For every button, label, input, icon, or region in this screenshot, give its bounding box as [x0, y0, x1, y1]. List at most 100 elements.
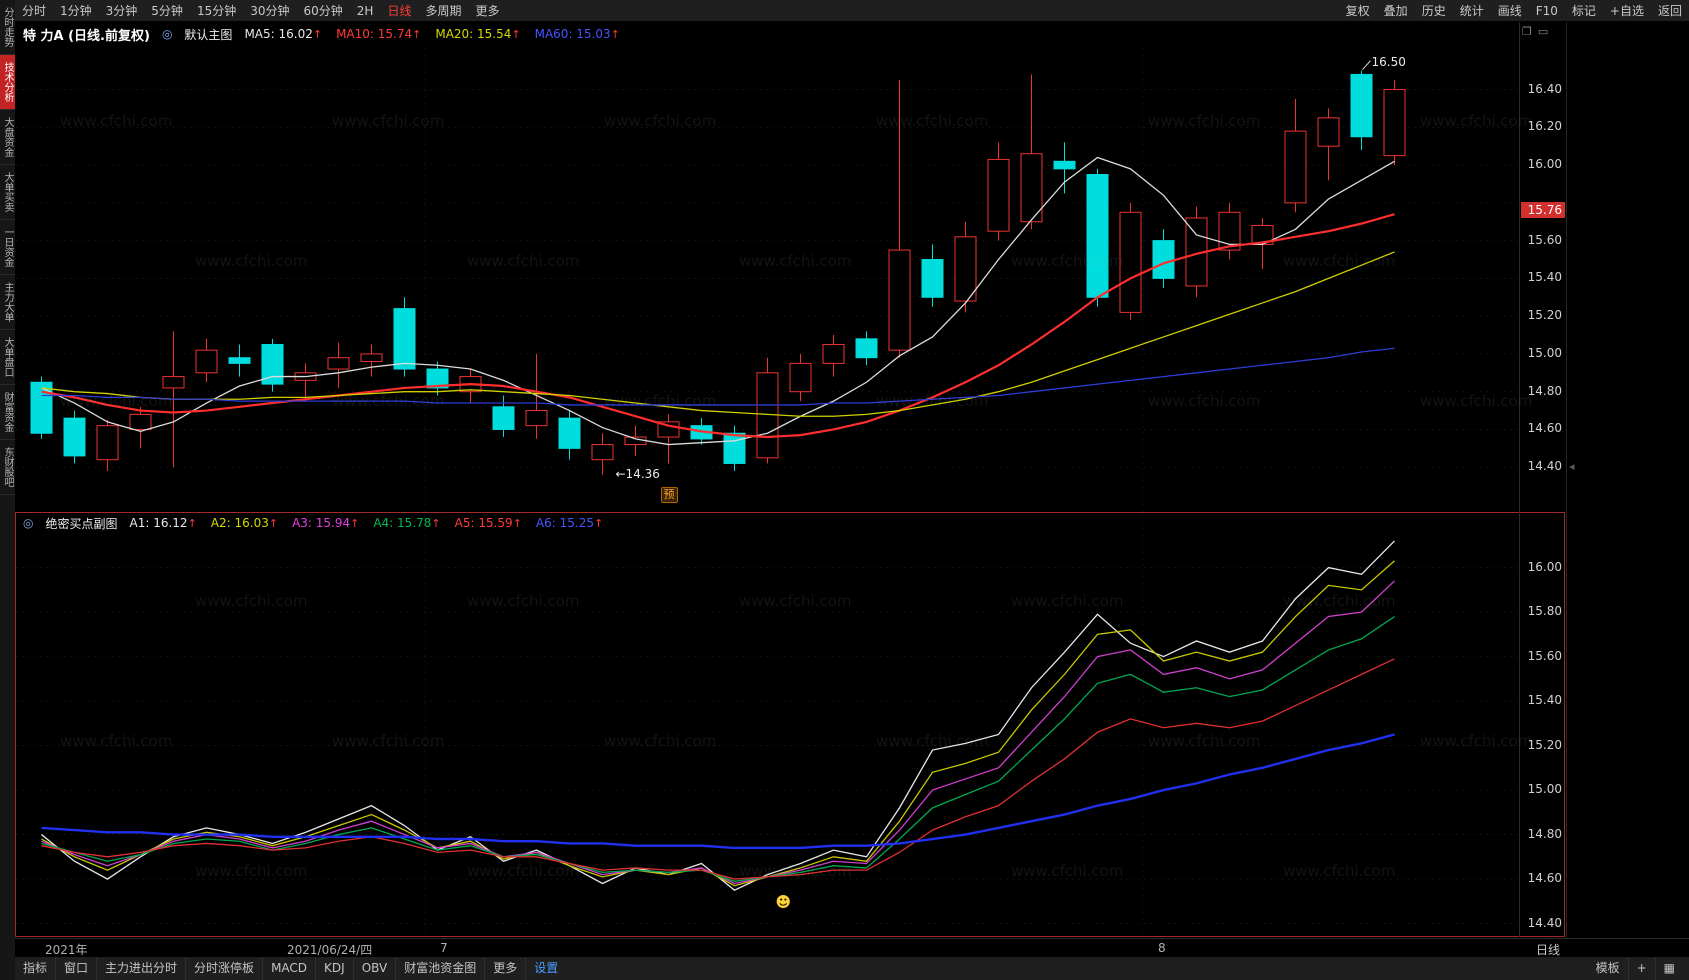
toolbar-actions: 复权 叠加 历史 统计 画线 F10 标记 +自选 返回: [1339, 0, 1689, 21]
axis-tick-label: 15.40: [1527, 270, 1562, 285]
x-axis: 日线 2021年 2021/06/24/四 7 8: [15, 938, 1689, 957]
indicator-shortcuts: 指标 窗口 主力进出分时 分时涨停板 MACD KDJ OBV 财富池资金图 更多 设置: [15, 957, 566, 980]
stock-title: 特 力A (日线.前复权): [23, 28, 150, 44]
axis-tick-label: 15.40: [1527, 693, 1562, 708]
x-axis-tick: 2021/06/24/四: [287, 943, 373, 957]
x-axis-period-label: 日线: [1536, 943, 1561, 957]
bottombar-item[interactable]: 分时涨停板: [186, 957, 264, 980]
indicator-label: A3: 15.94↑: [292, 516, 360, 530]
sub-chart-header: ◎ 绝密买点副图 A1: 16.12↑ A2: 16.03↑ A3: 15.94↑ A…: [15, 514, 603, 532]
axis-tick-label: 16.20: [1527, 119, 1562, 134]
axis-tick-label: 16.00: [1527, 157, 1562, 172]
sidebar-item[interactable]: 大单买卖: [0, 165, 15, 220]
period-tab[interactable]: 日线: [387, 3, 412, 18]
sidebar-item[interactable]: 主力大单: [0, 275, 15, 330]
axis-tick-label: 15.20: [1527, 737, 1562, 752]
forecast-badge[interactable]: 预: [660, 486, 678, 503]
indicator-label: A4: 15.78↑: [373, 516, 441, 530]
up-arrow-icon: ↑: [187, 517, 197, 530]
period-tab[interactable]: 1分钟: [60, 3, 92, 18]
toolbar-action[interactable]: 叠加: [1383, 3, 1408, 18]
sub-indicator-icon[interactable]: ◎: [23, 516, 34, 530]
up-arrow-icon: ↑: [350, 517, 360, 530]
up-arrow-icon: ↑: [593, 517, 604, 530]
panel-maximize-icon[interactable]: ❐: [1522, 25, 1532, 38]
panel-window-icons: ❐ ▭: [1522, 25, 1548, 38]
axis-tick-label: 14.60: [1527, 871, 1562, 886]
overlay-label[interactable]: 默认主图: [184, 27, 233, 42]
period-tabs: 分时 1分钟 3分钟 5分钟 15分钟 30分钟 60分钟 2H 日线 多周期 更多: [15, 0, 507, 21]
price-axis: 15.76 16.40 16.20 16.00 15.60 15.40 15.20 15.0…: [1520, 0, 1566, 980]
x-axis-tick: 7: [440, 941, 448, 955]
right-panel-collapsed: ◂: [1566, 22, 1689, 938]
bottombar-item[interactable]: 主力进出分时: [97, 957, 187, 980]
period-tab[interactable]: 30分钟: [250, 3, 290, 18]
toolbar-action[interactable]: 返回: [1657, 3, 1682, 18]
axis-tick-label: 15.00: [1527, 782, 1562, 797]
bottombar-item[interactable]: 财富池资金图: [396, 957, 486, 980]
sidebar-item[interactable]: 东财股吧: [0, 440, 15, 495]
period-tab[interactable]: 15分钟: [196, 3, 237, 18]
ma-value-labels: MA5: 16.02↑ MA10: 15.74↑ MA20: 15.54↑ MA60:…: [244, 27, 619, 41]
up-arrow-icon: ↑: [512, 517, 522, 530]
axis-tick-label: 14.80: [1527, 383, 1562, 398]
indicator-label: A1: 16.12↑: [129, 516, 197, 530]
period-tab[interactable]: 分时: [22, 3, 47, 18]
toolbar-action[interactable]: F10: [1535, 3, 1558, 18]
last-price-label: 15.76: [1521, 202, 1565, 219]
bottombar-item[interactable]: 设置: [534, 961, 559, 975]
axis-tick-label: 14.60: [1527, 421, 1562, 436]
toolbar-action[interactable]: 标记: [1571, 3, 1596, 18]
toolbar-action[interactable]: 历史: [1421, 3, 1446, 18]
sidebar-item[interactable]: 技术分析: [0, 55, 15, 110]
bottombar-item[interactable]: OBV: [354, 957, 397, 980]
bottombar-tool[interactable]: +: [1629, 957, 1656, 980]
toolbar-action[interactable]: 复权: [1345, 3, 1370, 18]
overlay-indicator-icon[interactable]: ◎: [161, 27, 173, 41]
expand-right-panel-icon[interactable]: ◂: [1569, 460, 1575, 473]
toolbar-action[interactable]: +自选: [1609, 3, 1644, 18]
period-tab[interactable]: 5分钟: [151, 3, 183, 18]
indicator-label: A6: 15.25↑: [535, 516, 604, 530]
sidebar-item[interactable]: 分时走势: [0, 0, 15, 55]
ma-label: MA20: 15.54↑: [435, 27, 521, 41]
template-tools: 模板 + ▦: [1588, 957, 1689, 980]
up-arrow-icon: ↑: [268, 517, 279, 530]
sidebar-item[interactable]: 大单盘口: [0, 330, 15, 385]
bottombar-item[interactable]: KDJ: [316, 957, 354, 980]
bottombar-item[interactable]: 指标: [15, 957, 57, 980]
up-arrow-icon: ↑: [312, 28, 323, 41]
low-price-annotation: ←14.36: [615, 466, 660, 481]
axis-tick-label: 15.60: [1527, 648, 1562, 663]
sidebar-item[interactable]: 大盘资金: [0, 110, 15, 165]
up-arrow-icon: ↑: [412, 28, 422, 41]
panel-minimize-icon[interactable]: ▭: [1537, 25, 1549, 38]
axis-tick-label: 15.20: [1527, 308, 1562, 323]
period-tab[interactable]: 3分钟: [105, 3, 138, 18]
indicator-value-labels: A1: 16.12↑ A2: 16.03↑ A3: 15.94↑ A4: 15.78↑…: [130, 516, 604, 530]
bottom-toolbar: 指标 窗口 主力进出分时 分时涨停板 MACD KDJ OBV 财富池资金图 更多 设置 模板 + ▦: [15, 956, 1689, 980]
axis-tick-label: 15.60: [1527, 232, 1562, 247]
sidebar-item[interactable]: 一日资金: [0, 220, 15, 275]
bottombar-item[interactable]: 更多: [485, 957, 527, 980]
period-tab[interactable]: 更多: [475, 3, 500, 18]
bottombar-tool[interactable]: 模板: [1588, 957, 1629, 980]
toolbar-action[interactable]: 统计: [1459, 3, 1484, 18]
axis-tick-label: 16.40: [1527, 81, 1562, 96]
period-tab[interactable]: 2H: [356, 3, 374, 18]
toolbar-action[interactable]: 画线: [1497, 3, 1522, 18]
high-price-annotation: 16.50: [1371, 54, 1406, 69]
indicator-label: A5: 15.59↑: [454, 516, 522, 530]
bottombar-item[interactable]: MACD: [263, 957, 317, 980]
ma-label: MA60: 15.03↑: [534, 27, 620, 41]
indicator-label: A2: 16.03↑: [210, 516, 279, 530]
axis-tick-label: 14.80: [1527, 826, 1562, 841]
up-arrow-icon: ↑: [511, 28, 521, 41]
axis-tick-label: 14.40: [1527, 459, 1562, 474]
sub-indicator-title[interactable]: 绝密买点副图: [45, 516, 118, 531]
period-tab[interactable]: 多周期: [425, 3, 462, 18]
sidebar-item[interactable]: 财富资金: [0, 385, 15, 440]
period-tab[interactable]: 60分钟: [303, 3, 343, 18]
bottombar-tool[interactable]: ▦: [1663, 961, 1675, 975]
bottombar-item[interactable]: 窗口: [56, 957, 98, 980]
